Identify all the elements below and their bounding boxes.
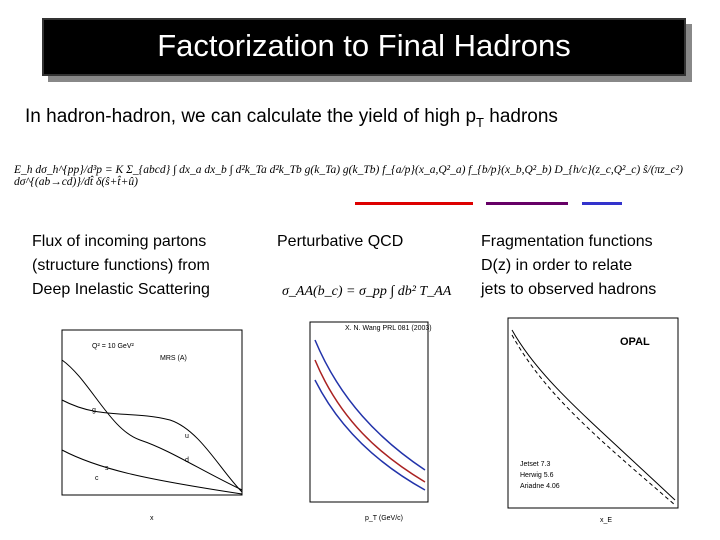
formula: σ_AA(b_c) = σ_pp ∫ db² T_AA: [282, 284, 452, 299]
title-box: [42, 18, 686, 76]
plot-label: Jetset 7.3: [520, 461, 550, 468]
subtitle: In hadron-hadron, we can calculate the y…: [25, 106, 558, 130]
underline-blue: [582, 202, 622, 205]
plot-label: Ariadne 4.06: [520, 483, 560, 490]
curve: [314, 359, 426, 483]
plot-label: x: [150, 515, 154, 522]
curve: [314, 339, 426, 471]
plot-label: g: [92, 407, 96, 414]
underline-red: [355, 202, 473, 205]
curve: [511, 334, 676, 506]
curve: [511, 329, 676, 501]
plot-frame: [507, 317, 679, 509]
column-text: jets to observed hadrons: [481, 281, 657, 298]
column-text: Fragmentation functions: [481, 233, 653, 250]
subtitle-text: In hadron-hadron, we can calculate the y…: [25, 106, 477, 127]
equation: E_h dσ_h^{pp}/d³p = K Σ_{abcd} ∫ dx_a dx…: [14, 164, 683, 188]
column-text: (structure functions) from: [32, 257, 210, 274]
curve: [61, 399, 243, 493]
column-text: Flux of incoming partons: [32, 233, 207, 250]
title: Factorization to Final Hadrons: [157, 28, 571, 63]
plot-label: s: [105, 465, 109, 472]
plot-label: MRS (A): [160, 355, 187, 362]
curve: [314, 379, 426, 491]
plot-label: Herwig 5.6: [520, 472, 554, 479]
plot-label: Q² = 10 GeV²: [92, 343, 134, 350]
plot-label: c: [95, 475, 99, 482]
plot-label: u: [185, 433, 189, 440]
column-text: Perturbative QCD: [277, 233, 404, 250]
plot-label: x_E: [600, 517, 612, 524]
column-text: D(z) in order to relate: [481, 257, 633, 274]
plot-frame: [61, 329, 243, 496]
subtitle-text: hadrons: [483, 106, 558, 127]
underline-purple: [486, 202, 568, 205]
plot-label: d: [185, 457, 189, 464]
plot-label: OPAL: [620, 336, 650, 348]
curve: [61, 449, 243, 495]
curve: [61, 359, 243, 491]
subtitle-sub: T: [476, 114, 484, 130]
column-text: Deep Inelastic Scattering: [32, 281, 210, 298]
plot-label: p_T (GeV/c): [365, 515, 403, 522]
plot-label: X. N. Wang PRL 081 (2003): [345, 325, 432, 332]
plot-frame: [309, 321, 429, 503]
